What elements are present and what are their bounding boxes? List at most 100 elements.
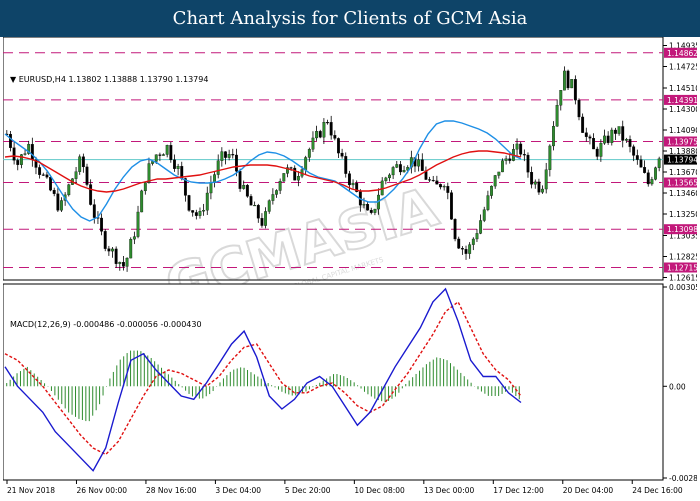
candle-body	[490, 185, 493, 196]
candle-body	[16, 160, 20, 165]
time-tick-label: 5 Dec 20:00	[285, 486, 331, 495]
candle-body	[460, 248, 464, 250]
current-price-tag	[664, 154, 698, 165]
candle-body	[632, 146, 636, 156]
macd-pane-border	[2, 283, 664, 481]
time-tick-label: 10 Dec 08:00	[354, 486, 405, 495]
candle-body	[417, 159, 421, 167]
candle-body	[132, 236, 136, 240]
candle-body	[428, 179, 432, 181]
candle-body	[19, 154, 23, 165]
candle-body	[260, 218, 264, 226]
candle-body	[89, 184, 93, 205]
macd-tick-label: -0.002825	[669, 474, 697, 483]
price-tick-label: 1.13670	[669, 168, 697, 177]
candle-body	[253, 205, 257, 207]
candle-body	[479, 220, 483, 234]
candle-body	[388, 174, 391, 179]
price-tick-label: 1.14090	[669, 126, 697, 135]
price-tick-label: 1.13460	[669, 189, 697, 198]
candle-body	[468, 244, 472, 254]
candle-body	[41, 174, 45, 176]
candle-body	[519, 143, 523, 155]
candle-body	[617, 126, 621, 134]
ma-fast-line	[4, 120, 522, 222]
candle-body	[420, 159, 424, 171]
candle-body	[34, 159, 38, 168]
price-axis: 1.14935 1.14725 1.14510 1.14300 1.14090 1.138…	[663, 42, 700, 283]
candle-body	[169, 145, 173, 160]
candle-body	[249, 196, 253, 206]
candle-body	[129, 239, 133, 259]
candle-body	[526, 154, 530, 173]
candle-body	[92, 204, 96, 218]
level-price-tag	[664, 47, 698, 58]
candle-body	[570, 79, 574, 89]
level-price-tag	[664, 224, 698, 235]
candle-body	[162, 154, 165, 156]
candle-body	[643, 167, 647, 173]
level-price-tag	[664, 136, 698, 147]
candle-body	[140, 190, 144, 213]
dropdown-triangle-icon[interactable]: ▼	[10, 75, 17, 84]
price-tick-label: 1.14510	[669, 84, 697, 93]
level-price-tag	[664, 94, 698, 105]
candle-body	[351, 182, 355, 186]
candle-body	[103, 231, 107, 249]
candle-body	[446, 186, 450, 193]
level-price-tag	[664, 177, 698, 188]
symbol-timeframe: EURUSD,H4	[18, 75, 66, 84]
candle-body	[143, 182, 147, 192]
candle-body	[621, 126, 625, 141]
candle-body	[322, 122, 326, 138]
candle-body	[544, 169, 548, 190]
time-tick-label: 20 Dec 04:00	[563, 486, 614, 495]
banner-title: Chart Analysis for Clients of GCM Asia	[0, 0, 700, 37]
candle-body	[216, 160, 220, 175]
macd-pane[interactable]	[2, 283, 664, 481]
candle-body	[457, 238, 461, 249]
candle-body	[347, 173, 351, 186]
candle-body	[654, 167, 657, 180]
candle-body	[282, 173, 286, 182]
candle-body	[45, 174, 49, 178]
candle-body	[603, 135, 606, 144]
price-pane-border	[2, 36, 664, 281]
candle-body	[278, 181, 282, 191]
candle-body	[471, 238, 475, 245]
candle-body	[100, 217, 104, 232]
candle-body	[23, 153, 27, 155]
candle-body	[530, 172, 534, 185]
candle-body	[191, 210, 195, 213]
candle-body	[27, 144, 31, 154]
candle-body	[373, 208, 377, 213]
chart-canvas[interactable]: GCMASIA GLOBAL CAPITAL MARKETS 1.149351.…	[2, 36, 700, 497]
candle-body	[234, 154, 238, 172]
candle-body	[198, 211, 202, 216]
time-tick-label: 26 Nov 00:00	[76, 486, 127, 495]
candle-body	[581, 116, 585, 133]
candle-body	[81, 156, 85, 168]
candle-body	[111, 248, 114, 252]
candle-body	[30, 144, 34, 161]
symbol-header: ▼ EURUSD,H4 1.13802 1.13888 1.13790 1.13…	[10, 75, 208, 84]
candle-body	[391, 167, 395, 176]
candle-body	[366, 204, 370, 211]
candle-body	[315, 131, 319, 139]
candle-body	[187, 195, 191, 211]
time-tick-label: 21 Nov 2018	[7, 486, 55, 495]
candle-body	[344, 156, 348, 174]
candle-body	[624, 139, 628, 141]
candle-body	[599, 143, 603, 157]
candle-body	[9, 133, 12, 148]
candle-body	[592, 138, 596, 150]
time-tick-label: 28 Nov 16:00	[146, 486, 197, 495]
candle-body	[242, 185, 246, 189]
candle-body	[67, 184, 71, 196]
candle-body	[355, 182, 359, 192]
price-tick-label: 1.14300	[669, 105, 697, 114]
candle-body	[213, 174, 216, 183]
candle-body	[275, 190, 278, 195]
candle-body	[329, 122, 333, 136]
macd-axis: 0.003058 0.00 -0.002825	[663, 283, 700, 483]
